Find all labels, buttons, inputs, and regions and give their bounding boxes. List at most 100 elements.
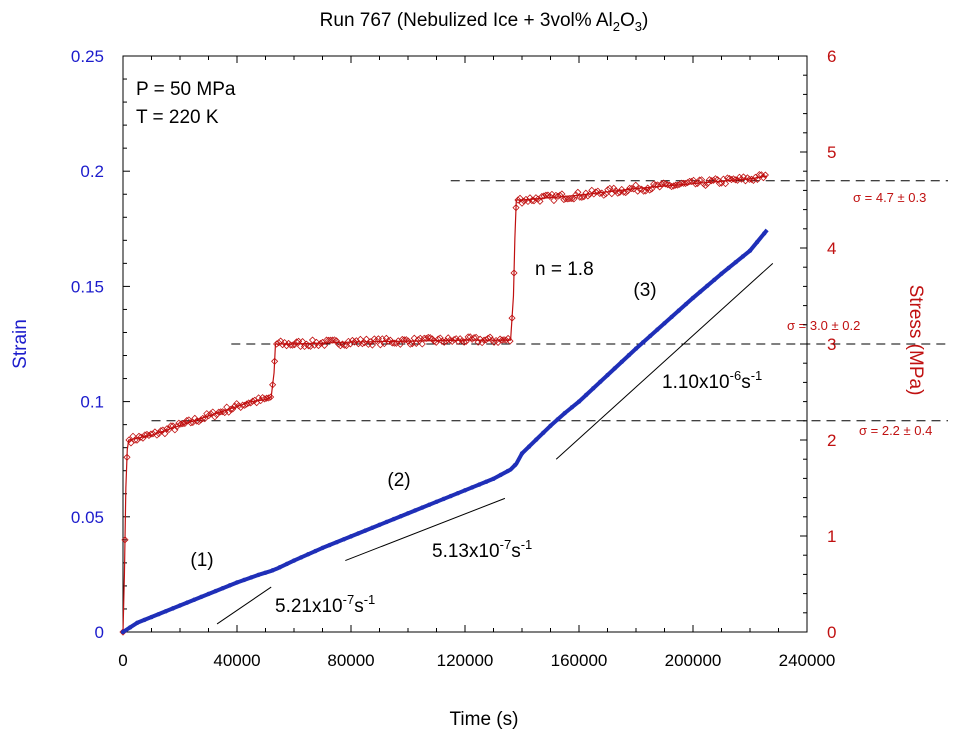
stress-point bbox=[544, 191, 552, 199]
strain-point bbox=[384, 519, 389, 525]
stress-point bbox=[298, 338, 307, 346]
stress-point bbox=[745, 175, 753, 183]
strain-point bbox=[398, 514, 404, 519]
strain-point bbox=[733, 260, 738, 265]
stress-point bbox=[596, 189, 604, 198]
stress-reference-label: σ = 3.0 ± 0.2 bbox=[787, 318, 860, 333]
x-tick-label: 40000 bbox=[213, 651, 260, 670]
strain-point bbox=[441, 496, 446, 502]
strain-point bbox=[298, 555, 304, 560]
stress-point bbox=[546, 192, 554, 200]
stress-point bbox=[622, 188, 630, 197]
stress-point bbox=[731, 176, 740, 184]
stress-point bbox=[292, 338, 301, 346]
stress-point bbox=[721, 180, 730, 188]
stress-point bbox=[300, 342, 309, 351]
strain-point bbox=[719, 271, 724, 276]
stress-point bbox=[666, 181, 674, 189]
stress-point bbox=[149, 430, 157, 438]
stress-point bbox=[181, 419, 189, 428]
stress-point bbox=[556, 191, 564, 199]
stress-point bbox=[163, 425, 171, 433]
stress-point bbox=[316, 339, 325, 347]
stress-point bbox=[574, 188, 582, 196]
strain-point bbox=[576, 399, 582, 404]
stress-point bbox=[632, 181, 640, 189]
stress-point bbox=[672, 181, 680, 189]
stress-point bbox=[761, 171, 769, 179]
strain-point bbox=[177, 603, 183, 608]
strain-point bbox=[363, 528, 368, 533]
stress-point bbox=[584, 192, 592, 200]
stress-point bbox=[281, 339, 289, 347]
y-right-tick-label: 6 bbox=[827, 47, 836, 66]
stress-point bbox=[306, 342, 315, 350]
stress-point bbox=[121, 536, 129, 544]
stress-point bbox=[382, 334, 390, 342]
stress-point bbox=[484, 334, 492, 342]
stress-point bbox=[362, 335, 370, 343]
stress-point bbox=[195, 418, 203, 426]
stress-point bbox=[167, 422, 175, 430]
stress-point bbox=[755, 171, 763, 179]
strain-series bbox=[120, 228, 769, 635]
stress-point bbox=[320, 341, 329, 349]
strain-point bbox=[683, 302, 689, 307]
stress-point bbox=[336, 342, 345, 350]
stress-point bbox=[749, 176, 757, 184]
y-right-axis-label: Stress (MPa) bbox=[905, 285, 926, 396]
stress-point bbox=[386, 336, 394, 344]
strain-point bbox=[569, 405, 575, 410]
strain-rate-fit-line bbox=[555, 262, 774, 460]
stress-point bbox=[516, 194, 524, 202]
stress-point bbox=[642, 187, 650, 195]
stress-point bbox=[680, 179, 688, 187]
strain-point bbox=[676, 308, 681, 313]
stress-point bbox=[759, 174, 767, 182]
stress-point bbox=[600, 191, 608, 199]
strain-point bbox=[640, 340, 646, 345]
stress-point bbox=[338, 340, 347, 348]
strain-rate-label: 5.13x10-7s-1 bbox=[432, 537, 532, 562]
stress-point bbox=[213, 411, 221, 419]
strain-point bbox=[405, 511, 411, 516]
stress-point bbox=[191, 414, 199, 422]
stress-point bbox=[410, 334, 418, 342]
strain-point bbox=[469, 485, 475, 490]
stress-point bbox=[542, 191, 550, 199]
stress-point bbox=[684, 179, 692, 187]
stress-point bbox=[422, 334, 430, 342]
stress-point bbox=[528, 196, 536, 205]
stress-point bbox=[701, 181, 710, 190]
stress-point bbox=[123, 453, 131, 461]
strain-point bbox=[740, 254, 746, 259]
stress-point bbox=[249, 397, 257, 405]
strain-point bbox=[619, 359, 624, 365]
pressure-label: P = 50 MPa bbox=[136, 79, 236, 100]
stress-line bbox=[122, 175, 768, 633]
stress-point bbox=[590, 190, 598, 198]
stress-point bbox=[668, 182, 676, 191]
temperature-label: T = 220 K bbox=[136, 107, 219, 128]
stress-point bbox=[656, 183, 664, 191]
y-left-tick-label: 0 bbox=[95, 623, 104, 642]
stress-point bbox=[273, 340, 281, 348]
stress-point bbox=[741, 177, 750, 185]
stress-point bbox=[404, 337, 412, 345]
strain-point bbox=[284, 561, 290, 567]
strain-point bbox=[192, 597, 197, 602]
stress-point bbox=[568, 195, 576, 203]
stress-point bbox=[125, 436, 133, 444]
stress-point bbox=[454, 337, 462, 345]
stress-point bbox=[171, 426, 179, 434]
stress-point bbox=[275, 339, 283, 347]
y-right-tick-label: 1 bbox=[827, 527, 836, 546]
strain-point bbox=[612, 366, 617, 371]
stress-point bbox=[418, 340, 426, 348]
stress-point bbox=[368, 341, 376, 349]
stress-point bbox=[526, 194, 534, 202]
stress-point bbox=[618, 185, 626, 194]
strain-point bbox=[726, 265, 731, 271]
stress-point bbox=[486, 333, 494, 341]
stress-point bbox=[131, 436, 139, 444]
